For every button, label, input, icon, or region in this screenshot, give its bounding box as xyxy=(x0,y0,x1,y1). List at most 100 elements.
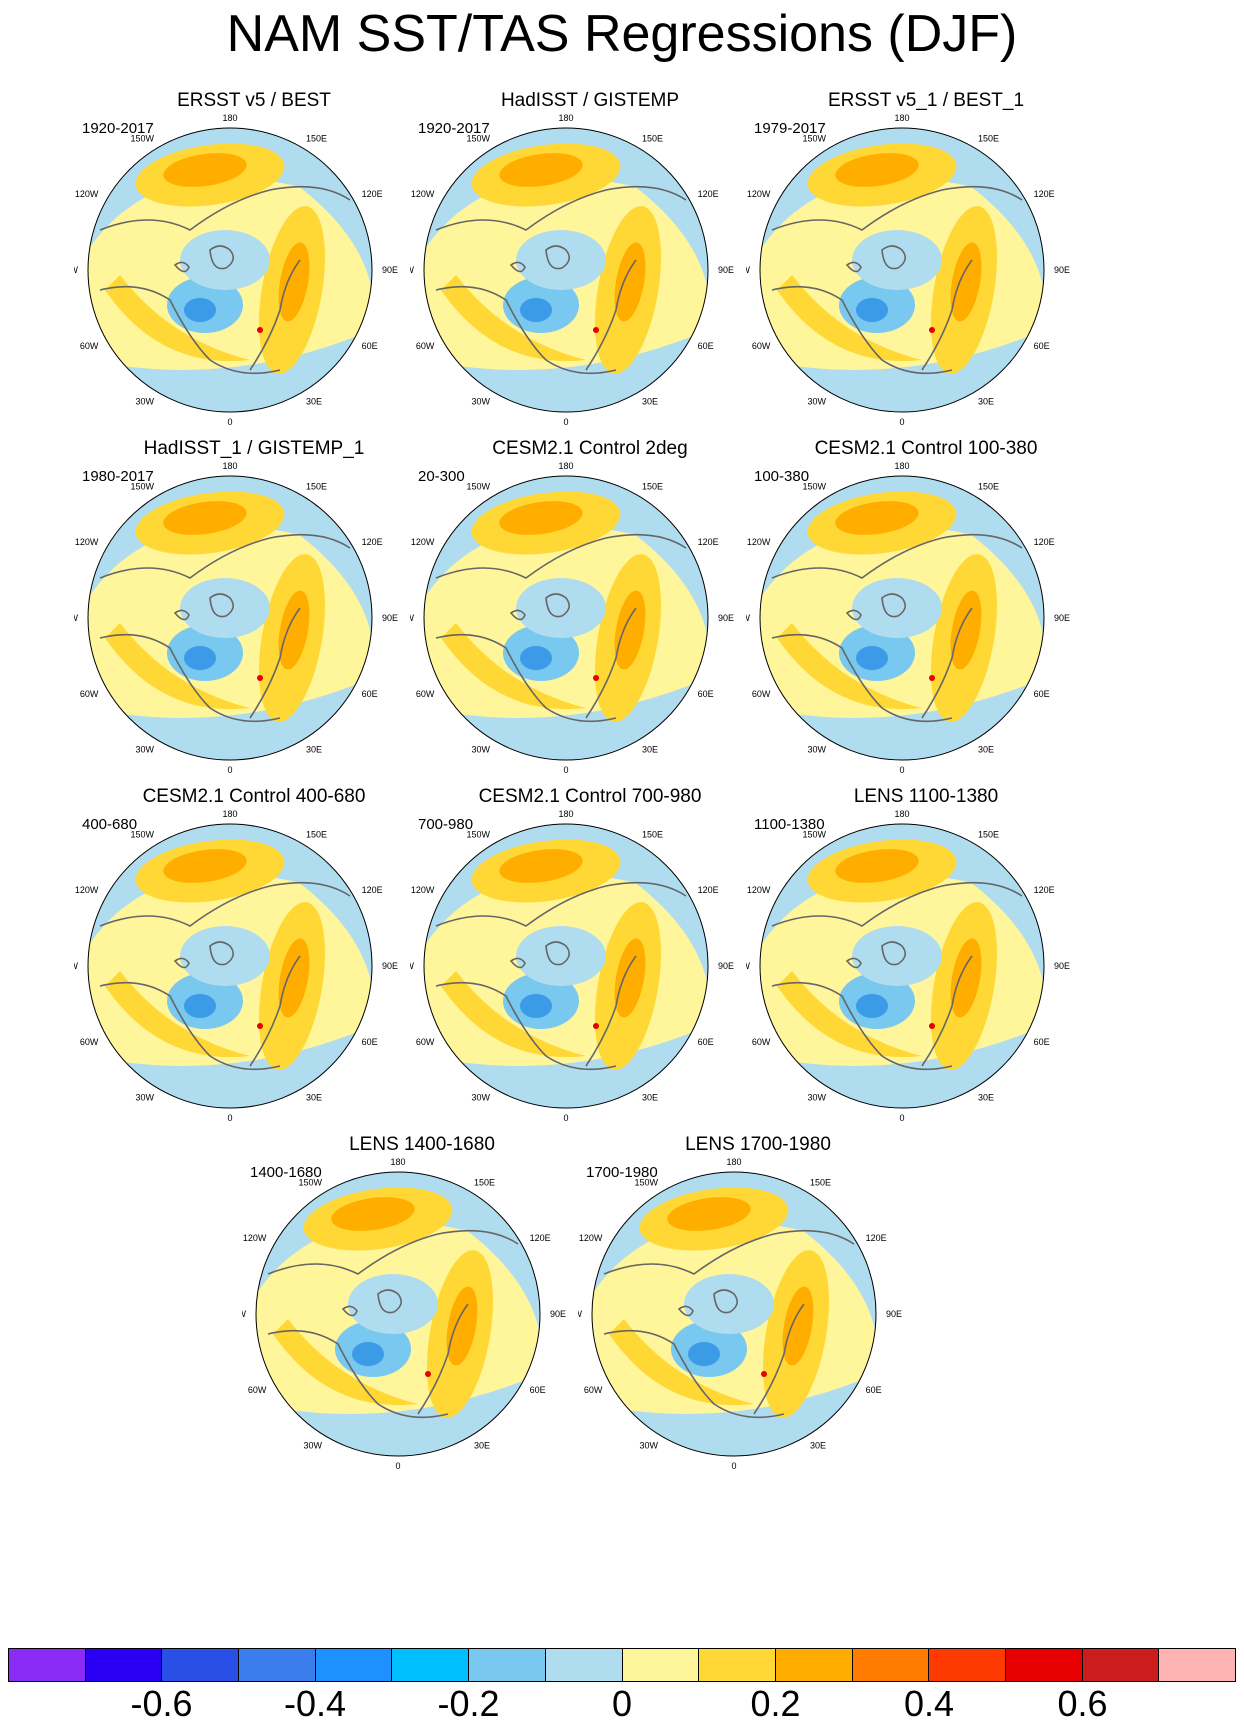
longitude-label: 60W xyxy=(248,1385,267,1395)
colorbar-swatch xyxy=(622,1649,700,1681)
longitude-label: 30E xyxy=(474,1441,490,1451)
longitude-label: 30W xyxy=(807,1093,826,1103)
longitude-label: 150W xyxy=(130,481,154,491)
longitude-label: 60E xyxy=(1034,1037,1050,1047)
longitude-label: 60W xyxy=(752,1037,771,1047)
regression-field xyxy=(760,476,1044,760)
colorbar-swatch xyxy=(545,1649,623,1681)
colorbar-label: 0 xyxy=(611,1683,633,1724)
colorbar-swatch xyxy=(315,1649,393,1681)
panel-period: 1920-2017 xyxy=(418,120,490,137)
polar-map: 180 150E 120E 90E 60E 30E 0 30W 60W 90W 120W 150W xyxy=(74,809,398,1123)
longitude-label: 90E xyxy=(550,1309,566,1319)
polar-map: 180 150E 120E 90E 60E 30E 0 30W 60W 90W 120W 150W xyxy=(410,461,734,775)
longitude-label: 120E xyxy=(698,189,719,199)
longitude-label: 120W xyxy=(411,885,435,895)
longitude-label: 60W xyxy=(416,341,435,351)
panel-period: 1400-1680 xyxy=(250,1164,322,1181)
map-boundary xyxy=(423,475,709,761)
longitude-label: 120W xyxy=(75,537,99,547)
longitude-label: 60W xyxy=(80,1037,99,1047)
longitude-label: 60W xyxy=(752,689,771,699)
regression-field xyxy=(760,824,1044,1108)
panel-title: LENS 1400-1680 xyxy=(349,1134,495,1155)
panel-title: LENS 1700-1980 xyxy=(685,1134,831,1155)
colorbar xyxy=(8,1648,1236,1682)
longitude-label: 60W xyxy=(416,689,435,699)
longitude-label: 150E xyxy=(306,829,327,839)
panel-period: 1980-2017 xyxy=(82,468,154,485)
longitude-label: 30E xyxy=(306,1093,322,1103)
longitude-label: 30E xyxy=(306,745,322,755)
map-panel: HadISST / GISTEMP 1920-2017 180 150E 120E 90E… xyxy=(410,90,770,450)
longitude-label: 120E xyxy=(1034,885,1055,895)
longitude-label: 30W xyxy=(135,1093,154,1103)
regression-field xyxy=(592,1172,876,1456)
map-panel: LENS 1700-1980 1700-1980 180 150E 120E 90E 60E… xyxy=(578,1134,938,1494)
longitude-label: 120E xyxy=(362,537,383,547)
polar-map: 180 150E 120E 90E 60E 30E 0 30W 60W 90W 120W 150W xyxy=(410,113,734,427)
colorbar-swatch xyxy=(775,1649,853,1681)
longitude-label: 60E xyxy=(866,1385,882,1395)
longitude-label: 0 xyxy=(227,765,232,775)
regression-field xyxy=(88,824,372,1108)
longitude-label: 150W xyxy=(466,829,490,839)
longitude-label: 60E xyxy=(362,689,378,699)
polar-map: 180 150E 120E 90E 60E 30E 0 30W 60W 90W 120W 150W xyxy=(74,461,398,775)
longitude-label: 90E xyxy=(1054,265,1070,275)
regression-field xyxy=(424,476,708,760)
longitude-label: 180 xyxy=(558,113,573,123)
longitude-label: 30W xyxy=(303,1441,322,1451)
colorbar-swatch xyxy=(392,1649,470,1681)
map-panel: CESM2.1 Control 100-380 100-380 180 150E 120… xyxy=(746,438,1106,798)
longitude-label: 150E xyxy=(474,1177,495,1187)
longitude-label: 150E xyxy=(306,481,327,491)
longitude-label: 60E xyxy=(1034,689,1050,699)
longitude-label: 60E xyxy=(1034,341,1050,351)
map-boundary xyxy=(759,475,1045,761)
longitude-label: 60E xyxy=(698,689,714,699)
longitude-label: 60E xyxy=(698,1037,714,1047)
longitude-label: 150W xyxy=(466,481,490,491)
regression-field xyxy=(760,128,1044,412)
map-boundary xyxy=(423,823,709,1109)
panel-period: 1979-2017 xyxy=(754,120,826,137)
polar-map: 180 150E 120E 90E 60E 30E 0 30W 60W 90W 120W 150W xyxy=(746,809,1070,1123)
longitude-label: 90E xyxy=(1054,613,1070,623)
colorbar-swatch xyxy=(469,1649,546,1681)
longitude-label: 180 xyxy=(558,461,573,471)
longitude-label: 180 xyxy=(894,113,909,123)
longitude-label: 150W xyxy=(466,133,490,143)
longitude-label: 90W xyxy=(578,1309,582,1319)
longitude-label: 150E xyxy=(306,133,327,143)
colorbar-swatch xyxy=(1082,1649,1160,1681)
longitude-label: 150E xyxy=(642,133,663,143)
longitude-label: 90E xyxy=(382,961,398,971)
panel-title: CESM2.1 Control 400-680 xyxy=(142,786,366,807)
longitude-label: 90E xyxy=(1054,961,1070,971)
map-panel: CESM2.1 Control 700-980 700-980 180 150E 120… xyxy=(410,786,770,1146)
longitude-label: 180 xyxy=(894,461,909,471)
colorbar-swatch xyxy=(1159,1649,1235,1681)
map-boundary xyxy=(87,823,373,1109)
longitude-label: 120E xyxy=(362,189,383,199)
colorbar-swatch xyxy=(239,1649,316,1681)
longitude-label: 30W xyxy=(135,745,154,755)
longitude-label: 120E xyxy=(698,885,719,895)
colorbar-label: 0.4 xyxy=(903,1683,955,1724)
map-panel: CESM2.1 Control 400-680 400-680 180 150E 120… xyxy=(74,786,434,1146)
map-boundary xyxy=(759,127,1045,413)
regression-field xyxy=(424,824,708,1108)
longitude-label: 0 xyxy=(731,1461,736,1471)
longitude-label: 60W xyxy=(584,1385,603,1395)
longitude-label: 60E xyxy=(698,341,714,351)
colorbar-swatch xyxy=(9,1649,86,1681)
polar-map: 180 150E 120E 90E 60E 30E 0 30W 60W 90W 120W 150W xyxy=(410,809,734,1123)
longitude-label: 0 xyxy=(899,417,904,427)
panel-period: 700-980 xyxy=(418,816,474,833)
longitude-label: 30E xyxy=(978,397,994,407)
longitude-label: 90E xyxy=(718,265,734,275)
longitude-label: 120E xyxy=(530,1233,551,1243)
longitude-label: 0 xyxy=(899,765,904,775)
longitude-label: 90W xyxy=(746,265,750,275)
